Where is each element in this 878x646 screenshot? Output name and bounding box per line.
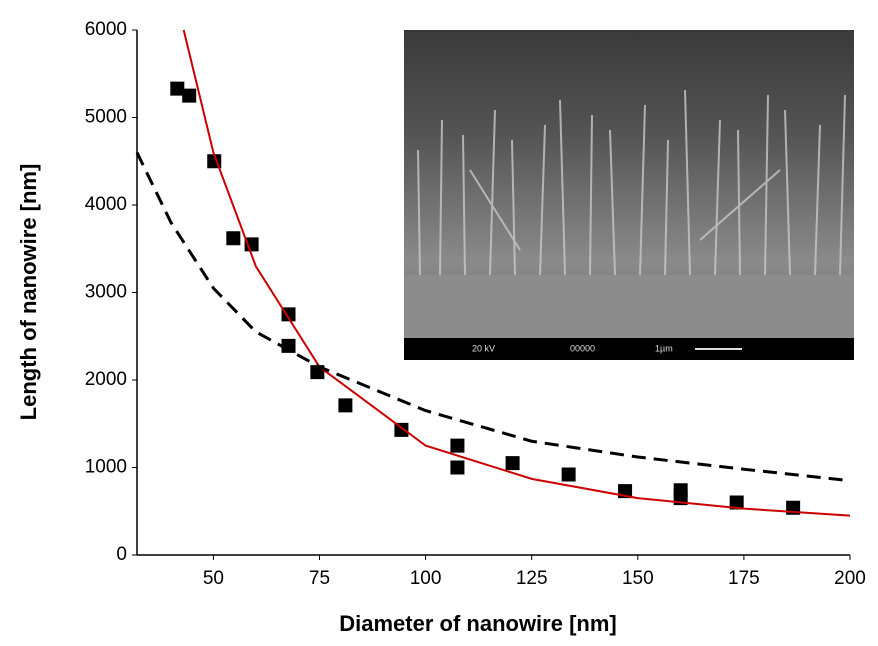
x-tick-label: 200	[834, 568, 866, 589]
y-tick-label: 6000	[85, 19, 127, 40]
data-point	[450, 438, 465, 453]
data-point	[505, 456, 520, 471]
data-point	[170, 81, 185, 96]
data-point	[182, 88, 197, 103]
y-axis-title: Length of nanowire [nm]	[16, 164, 41, 421]
inset-caption: 20 kV	[472, 343, 495, 353]
data-point	[394, 422, 409, 437]
inset-caption: 1µm	[655, 343, 673, 353]
y-tick-label: 5000	[85, 107, 127, 128]
x-tick-label: 75	[309, 568, 330, 589]
x-axis-title: Diameter of nanowire [nm]	[339, 611, 616, 636]
x-tick-label: 100	[410, 568, 442, 589]
fit-curve	[182, 29, 851, 517]
y-tick-label: 3000	[85, 282, 127, 303]
x-tick-label: 175	[728, 568, 760, 589]
y-tick-label: 0	[116, 544, 127, 565]
inset-image	[404, 30, 854, 360]
y-tick-label: 1000	[85, 457, 127, 478]
x-tick-label: 150	[622, 568, 654, 589]
data-point	[561, 467, 576, 482]
y-tick-label: 4000	[85, 194, 127, 215]
data-point	[729, 495, 744, 510]
fit-curve	[135, 151, 851, 483]
inset-caption: 00000	[570, 343, 595, 353]
y-tick-label: 2000	[85, 369, 127, 390]
x-tick-label: 50	[203, 568, 224, 589]
data-point	[450, 460, 465, 475]
data-point	[226, 231, 241, 246]
x-tick-label: 125	[516, 568, 548, 589]
data-point	[338, 398, 353, 413]
